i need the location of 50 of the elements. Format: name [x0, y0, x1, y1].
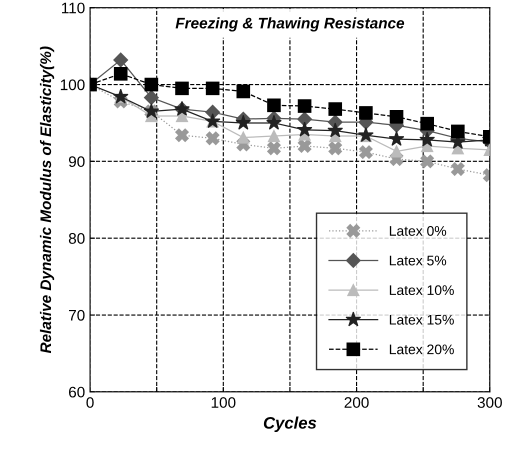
point [451, 124, 465, 138]
x-axis-title: Cycles [264, 416, 316, 432]
point [113, 52, 128, 68]
x-tick-label: 200 [344, 397, 369, 408]
point [359, 145, 373, 159]
point [297, 112, 312, 127]
point [206, 132, 220, 146]
y-tick-label: 100 [60, 79, 85, 90]
point [327, 122, 344, 138]
point [298, 139, 312, 153]
point [419, 132, 435, 147]
point [451, 162, 465, 176]
point [390, 110, 404, 124]
point [420, 154, 434, 168]
x-tick-label: 100 [212, 397, 236, 408]
point [298, 99, 312, 113]
point [359, 106, 373, 120]
y-tick-label: 80 [68, 233, 85, 244]
point [268, 130, 280, 142]
point [388, 130, 404, 146]
point [206, 82, 220, 96]
legend-label: Latex 15% [390, 314, 454, 325]
point [296, 122, 312, 137]
legend-label: Latex 0% [390, 226, 446, 236]
legend-label: Latex 20% [390, 344, 454, 354]
legend-label: Latex 5% [390, 256, 446, 266]
point [420, 116, 434, 131]
point [144, 90, 159, 106]
point [236, 84, 250, 98]
point [266, 114, 282, 130]
point [390, 145, 403, 158]
point [267, 141, 281, 156]
point [235, 114, 252, 130]
point [114, 66, 128, 81]
point [237, 131, 250, 144]
y-tick-label: 90 [68, 156, 85, 168]
point [175, 128, 189, 142]
y-axis-title: Relative Dynamic Modulus of Elasticity(%) [40, 46, 54, 354]
text: Freezing & Thawing Resistance [176, 17, 404, 32]
y-tick-label: 110 [62, 2, 85, 14]
point [328, 102, 342, 116]
x-tick-label: 300 [478, 397, 502, 408]
point [267, 98, 281, 112]
y-tick-label: 60 [68, 386, 85, 398]
x-tick-label: 0 [86, 397, 94, 408]
point [175, 82, 189, 96]
y-tick-label: 70 [69, 310, 85, 321]
point [328, 141, 342, 156]
legend-label: Latex 10% [390, 285, 454, 296]
point [144, 78, 158, 92]
